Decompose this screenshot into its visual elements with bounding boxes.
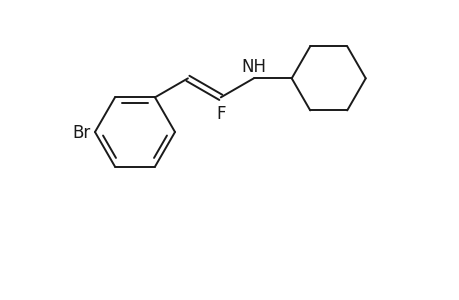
Text: Br: Br <box>73 124 91 142</box>
Text: NH: NH <box>241 58 266 76</box>
Text: F: F <box>216 105 225 123</box>
